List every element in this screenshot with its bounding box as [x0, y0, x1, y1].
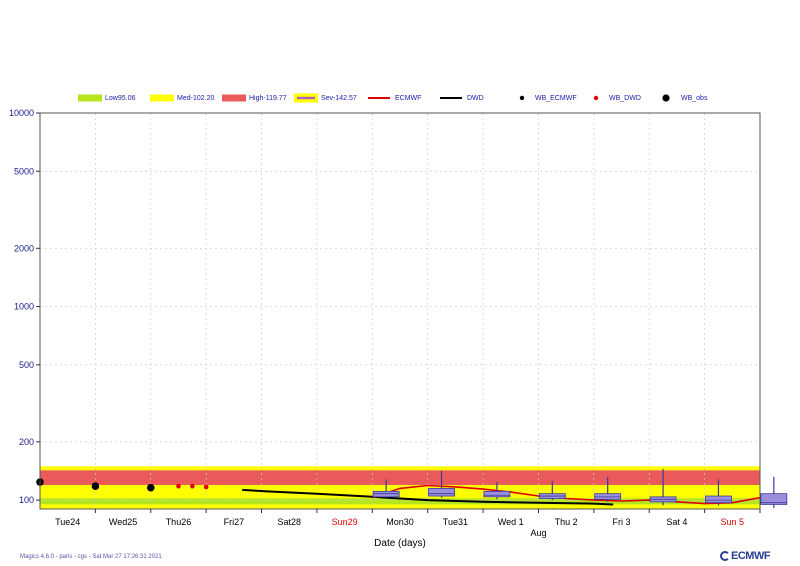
box-plot — [705, 479, 732, 506]
legend-swatch — [519, 95, 525, 101]
y-tick-label: 500 — [19, 360, 34, 370]
x-tick-label: Fri 3 — [613, 517, 631, 527]
y-tick-label: 2000 — [14, 243, 34, 253]
legend-label: ECMWF — [395, 95, 421, 102]
legend-label: Med-102.20 — [177, 95, 214, 102]
x-tick-label: Wed 1 — [498, 517, 524, 527]
legend-item: Low95.06 — [78, 94, 135, 102]
legend-swatch-inner — [297, 96, 315, 100]
box-plot — [649, 468, 677, 506]
x-axis: Tue24 Wed25 Thu26 Fri27 Sat28 Sun29 Mon30 Tue31… — [55, 509, 761, 538]
box-body — [483, 490, 511, 498]
legend-item: DWD — [440, 95, 484, 102]
x-tick-label: Thu26 — [166, 517, 192, 527]
legend-item: ECMWF — [368, 95, 421, 102]
x-tick-label: Fri27 — [224, 517, 245, 527]
x-tick-label: Wed25 — [109, 517, 137, 527]
legend-item: WB_obs — [662, 94, 708, 102]
band-below-low — [40, 504, 760, 509]
box-plot — [372, 479, 400, 498]
legend-swatch — [222, 94, 246, 102]
legend-label: Sev-142.57 — [321, 95, 357, 102]
box-body — [705, 495, 732, 504]
legend-label: WB_obs — [681, 95, 708, 102]
box-body — [760, 493, 788, 505]
legend-label: WB_ECMWF — [535, 95, 577, 102]
x-tick-label: Tue24 — [55, 517, 80, 527]
x-tick-label: Sun29 — [332, 517, 358, 527]
band-high — [40, 470, 760, 485]
series-point-wb_obs — [146, 483, 155, 492]
legend-swatch — [78, 94, 102, 102]
series-point-wb_obs — [91, 482, 100, 491]
x-tick-label: Sat28 — [277, 517, 301, 527]
x-tick-label: Thu 2 — [555, 517, 578, 527]
x-tick-label: Sat 4 — [666, 517, 687, 527]
ecmwf-logo-icon — [720, 551, 730, 561]
x-month-label: Aug — [530, 528, 546, 538]
legend-item: Sev-142.57 — [294, 93, 357, 103]
series-point-wb_dwd — [190, 483, 195, 489]
legend-label: Low95.06 — [105, 95, 135, 102]
x-axis-label: Date (days) — [374, 538, 426, 549]
ecmwf-logo: ECMWF — [720, 550, 771, 562]
legend-swatch — [150, 94, 174, 102]
y-tick-label: 5000 — [14, 166, 34, 176]
plot-area — [36, 112, 788, 510]
box-plot — [428, 470, 455, 498]
legend-swatch — [593, 95, 599, 101]
box-plot — [594, 476, 622, 502]
plot-frame — [39, 112, 761, 510]
y-tick-label: 100 — [19, 495, 34, 505]
x-tick-label: Sun 5 — [721, 517, 745, 527]
series-point-wb_dwd — [176, 483, 181, 489]
logo-text: ECMWF — [731, 550, 771, 562]
x-tick-label: Tue31 — [443, 517, 468, 527]
legend-item: Med-102.20 — [150, 94, 214, 102]
box-plot — [538, 480, 566, 501]
series-line-dwd — [242, 488, 614, 506]
legend-item: High-119.77 — [222, 94, 287, 102]
legend-label: WB_DWD — [609, 95, 641, 102]
y-axis: 100 200 500 1000 2000 5000 10000 — [9, 108, 40, 505]
y-tick-label: 200 — [19, 437, 34, 447]
box-plot — [483, 482, 511, 500]
legend-label: DWD — [467, 95, 484, 102]
box-body — [428, 487, 455, 497]
box-plot — [760, 476, 788, 509]
legend-swatch — [662, 94, 670, 102]
band-medium — [40, 484, 760, 499]
x-tick-label: Mon30 — [386, 517, 414, 527]
series-line-ecmwf — [372, 484, 761, 505]
legend-item: WB_DWD — [593, 95, 641, 102]
y-tick-label: 1000 — [14, 302, 34, 312]
y-tick-label: 10000 — [9, 108, 34, 118]
legend-item: WB_ECMWF — [519, 95, 577, 102]
legend: Low95.06 Med-102.20 High-119.77 Sev-142.57 E… — [78, 93, 708, 103]
band-low — [40, 498, 760, 505]
box-body — [372, 490, 400, 498]
footer-credit: Magics 4.6.0 - paris - cgs - Sat Mar 27 … — [20, 554, 162, 560]
legend-label: High-119.77 — [249, 95, 287, 102]
series-point-wb_dwd — [203, 484, 209, 490]
